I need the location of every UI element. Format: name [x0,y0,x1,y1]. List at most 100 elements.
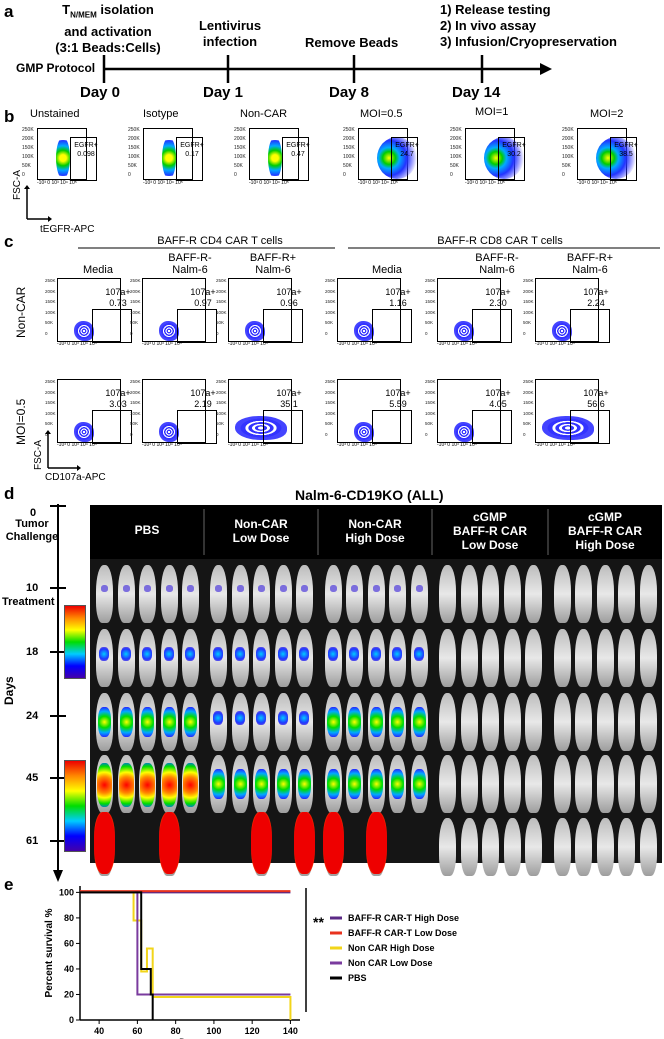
contour-plot-r2-c3: 250K 200K 150K 100K 50K 0 107a+ 35.1 -10³ 0 10³ … [216,377,308,449]
contour-xticks: -10³ 0 10³ 10⁴ 10⁵ [228,341,268,347]
mouse-image [503,629,521,687]
mouse-image [389,755,407,813]
mouse-image [160,565,178,623]
mouse-image [553,693,571,751]
contour-population [354,422,374,442]
mouse-image [96,565,113,623]
d-day10: 10 [26,582,39,594]
mouse-image [160,755,178,813]
bioluminescence-signal [392,647,403,661]
series-line-3 [80,891,292,1020]
b-title-3: Non-CAR [240,108,288,120]
y-tick-label: 20 [64,989,74,999]
panel-c-letter: c [4,232,14,251]
contour-frame: 107a+ 1.16 [337,278,412,343]
contour-population [159,422,179,442]
flow-gate [70,137,97,181]
d-treatment: Treatment [2,596,55,608]
mouse-image [346,693,364,751]
mouse-image [182,629,199,687]
series-line-5 [80,891,154,1020]
mouse-image [618,693,636,751]
mouse-image [575,565,593,623]
contour-plot-r2-c5: 250K 200K 150K 100K 50K 0 107a+ 4.05 -10³ 0 10³ … [425,377,517,449]
mouse-image [139,629,156,687]
contour-frame: 107a+ 3.03 [57,379,132,444]
mouse-image [160,693,178,751]
contour-plot-r1-c2: 250K 200K 150K 100K 50K 0 107a+ 0.97 -10³ 0 10³ … [130,276,222,348]
flow-event-cloud [377,137,417,179]
mouse-image [596,629,614,687]
flow-gate-value: EGFR+ 30.2 [502,142,526,158]
contour-gate [472,309,512,343]
mouse-image [410,565,428,623]
contour-frame: 107a+ 0.96 [228,278,303,343]
flow-plot-1: 250K 200K 150K 100K 50K 0 EGFR+ 0.098 -10³ 0 10³… [22,124,137,194]
contour-population [235,416,287,440]
panel-a-letter: a [4,2,14,21]
bioluminescence-signal [213,647,224,661]
mouse-image [324,629,342,687]
mouse-image [274,565,292,623]
d-header-dividers [203,509,549,555]
contour-population [542,416,594,440]
mouse-image [439,818,457,876]
contour-population [74,422,94,442]
d-title: Nalm-6-CD19KO (ALL) [295,487,444,503]
y-tick-label: 0 [69,1015,74,1025]
x-tick-label: 120 [245,1026,260,1036]
bioluminescence-signal [99,647,109,661]
contour-xticks: -10³ 0 10³ 10⁴ 10⁵ [142,341,182,347]
survival-chart: 0 20 40 60 80 100 40 60 80 100 120 140 Days Percent s… [44,886,459,1039]
contour-xticks: -10³ 0 10³ 10⁴ 10⁵ [535,442,575,448]
c-col-pos-2: BAFF-R+ Nalm-6 [566,252,614,276]
contour-xticks: -10³ 0 10³ 10⁴ 10⁵ [437,442,477,448]
y-tick-label: 40 [64,964,74,974]
contour-gate-value: 107a+ 1.16 [385,287,411,308]
d-days-axis: Days [2,676,16,705]
mouse-image [139,565,156,623]
y-tick-label: 100 [59,887,74,897]
mouse-image [639,693,657,751]
c-col-media-2: Media [372,264,402,276]
flow-event-cloud [484,137,524,179]
flow-plot-frame: EGFR+ 30.2 [465,128,526,181]
contour-gate [92,309,132,343]
contour-frame: 107a+ 2.19 [142,379,217,444]
d-group-noncar-low: Non-CAR Low Dose [204,505,318,559]
mouse-image [324,755,342,813]
mouse-image [503,818,521,876]
mouse-image [389,693,407,751]
contour-xticks: -10³ 0 10³ 10⁴ 10⁵ [57,341,97,347]
mouse-image [231,755,249,813]
mouse-image [596,818,614,876]
mouse-image [117,629,135,687]
day1-label: Day 1 [203,84,244,101]
mouse-image [525,565,543,623]
mouse-image [94,812,115,876]
flow-xticks: -10³ 0 10³ 10⁴ 10⁵ [249,180,289,186]
x-tick-label: 60 [132,1026,142,1036]
d-day18: 18 [26,646,39,658]
flow-xticks: -10³ 0 10³ 10⁴ 10⁵ [143,180,183,186]
mouse-image [525,629,543,687]
flow-yticks: 250K 200K 150K 100K 50K 0 [450,127,462,178]
c-col-pos-1: BAFF-R+ Nalm-6 [249,252,297,276]
bioluminescence-signal [413,647,424,661]
d-group-baffr-high: cGMP BAFF-R CAR High Dose [548,505,662,559]
flow-plot-5: 250K 200K 150K 100K 50K 0 EGFR+ 30.2 -10³ 0 10³ … [450,124,565,194]
bioluminescence-signal [299,711,310,725]
contour-gate-value: 107a+ 5.59 [385,388,411,409]
mouse-image [296,565,314,623]
mouse-image [460,755,478,813]
contour-population [454,321,474,341]
d-tumor-challenge: Tumor Challenge [5,518,59,543]
bioluminescence-signal [185,647,195,661]
mouse-image [389,565,407,623]
contour-frame: 107a+ 56.6 [535,379,610,444]
bioluminescence-signal [94,812,115,874]
mouse-image [182,565,199,623]
